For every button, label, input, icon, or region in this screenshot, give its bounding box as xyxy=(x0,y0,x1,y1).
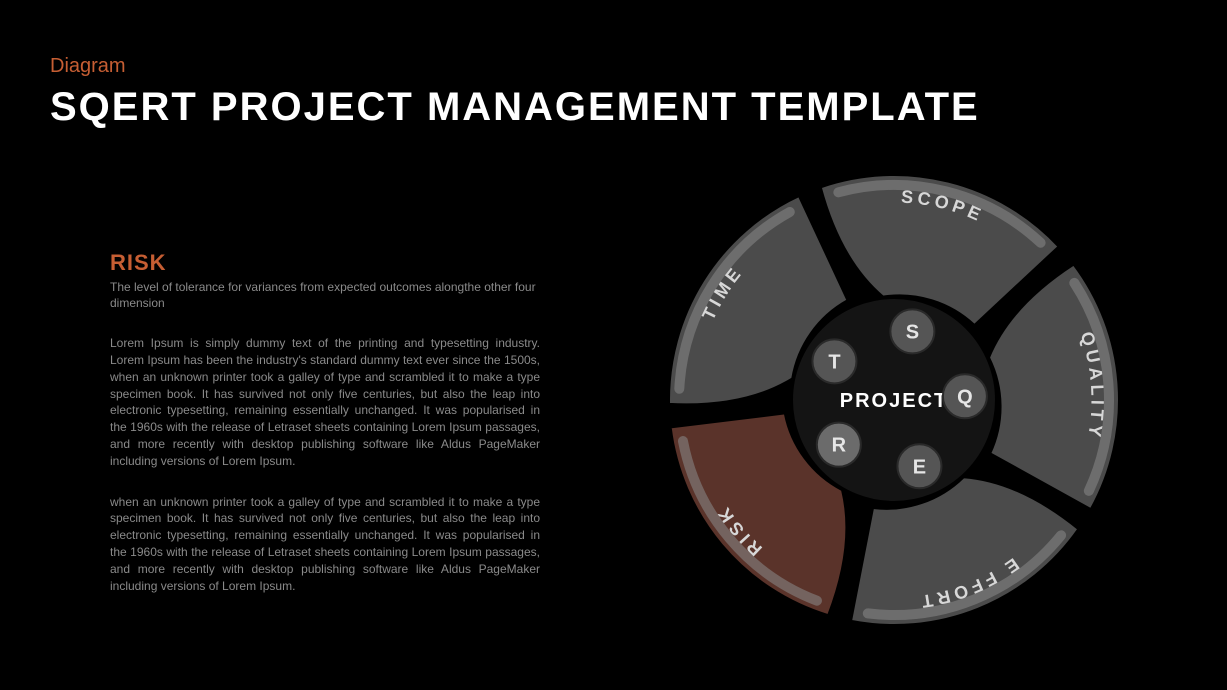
description-panel: RISK The level of tolerance for variance… xyxy=(110,250,540,594)
page-title: SQERT PROJECT MANAGEMENT TEMPLATE xyxy=(50,85,980,130)
panel-paragraph-2: when an unknown printer took a galley of… xyxy=(110,494,540,595)
node-q-label: Q xyxy=(957,386,973,408)
slide: Diagram SQERT PROJECT MANAGEMENT TEMPLAT… xyxy=(0,0,1227,690)
node-t-label: T xyxy=(828,351,840,373)
node-r-label: R xyxy=(832,435,847,457)
panel-heading: RISK xyxy=(110,250,540,276)
center-label: PROJECT xyxy=(840,390,948,412)
kicker-label: Diagram xyxy=(50,55,126,78)
node-s-label: S xyxy=(906,321,919,343)
sqert-diagram: SCOPEQUALITYE FFORTRISKTIMEPROJECTSQERT xyxy=(654,160,1134,640)
panel-paragraph-1: Lorem Ipsum is simply dummy text of the … xyxy=(110,335,540,469)
panel-subheading: The level of tolerance for variances fro… xyxy=(110,280,540,311)
node-e-label: E xyxy=(913,456,926,478)
